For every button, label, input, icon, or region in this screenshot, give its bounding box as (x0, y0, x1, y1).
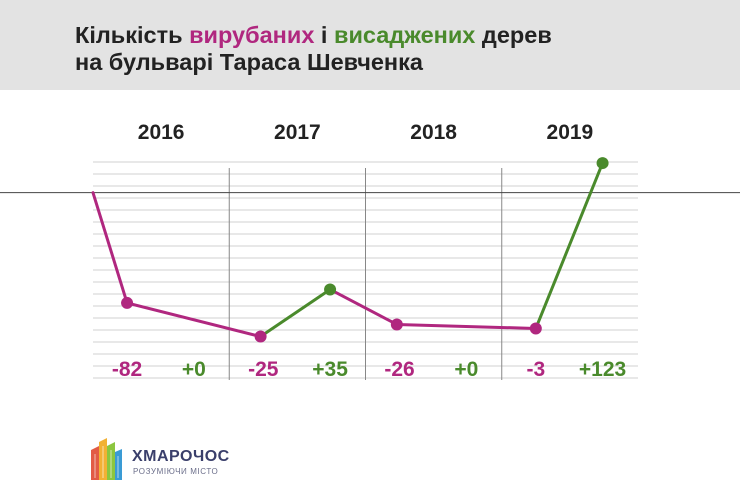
year-label: 2016 (138, 121, 185, 144)
title-text-2: і (314, 22, 334, 48)
year-label: 2017 (274, 121, 321, 144)
cut-segment (395, 322, 538, 330)
planted-value-label: +35 (312, 358, 348, 381)
year-label: 2018 (410, 121, 457, 144)
cut-segment (125, 301, 263, 339)
planted-segment (259, 287, 332, 339)
year-label: 2019 (547, 121, 594, 144)
logo-icon (91, 438, 122, 480)
planted-segment (534, 161, 605, 330)
cut-segment (91, 191, 129, 305)
cut-segment (328, 287, 399, 326)
title-line-2: на бульварі Тараса Шевченка (75, 49, 423, 75)
cut-value-label: -25 (248, 358, 279, 381)
cut-point (529, 322, 542, 335)
cut-value-label: -3 (526, 358, 545, 381)
cut-point (390, 318, 403, 331)
planted-point (596, 157, 609, 170)
cut-point (121, 296, 134, 309)
cut-point (254, 330, 267, 343)
cut-value-label: -26 (384, 358, 414, 381)
title-text-3: дерев (475, 22, 552, 48)
planted-value-label: +0 (454, 358, 478, 381)
chart-area: 2016 2017 2018 2019 -82 +0 -25 +35 -26 +0 -3 +123 (0, 121, 740, 381)
title-text-1: Кількість (75, 22, 190, 48)
planted-point (324, 283, 337, 296)
logo: ХМАРОЧОС РОЗУМІЮЧИ МІСТО (85, 434, 235, 484)
planted-value-label: +123 (579, 358, 626, 381)
cut-value-label: -82 (112, 358, 142, 381)
title-cut-word: вирубаних (189, 22, 315, 48)
header-bar: Кількість вирубаних і висаджених дерев на… (0, 0, 740, 90)
chart-title: Кількість вирубаних і висаджених дерев на… (75, 22, 552, 76)
planted-value-label: +0 (182, 358, 206, 381)
title-planted-word: висаджених (334, 22, 476, 48)
logo-name: ХМАРОЧОС (132, 448, 230, 465)
logo-tagline: РОЗУМІЮЧИ МІСТО (133, 467, 219, 476)
